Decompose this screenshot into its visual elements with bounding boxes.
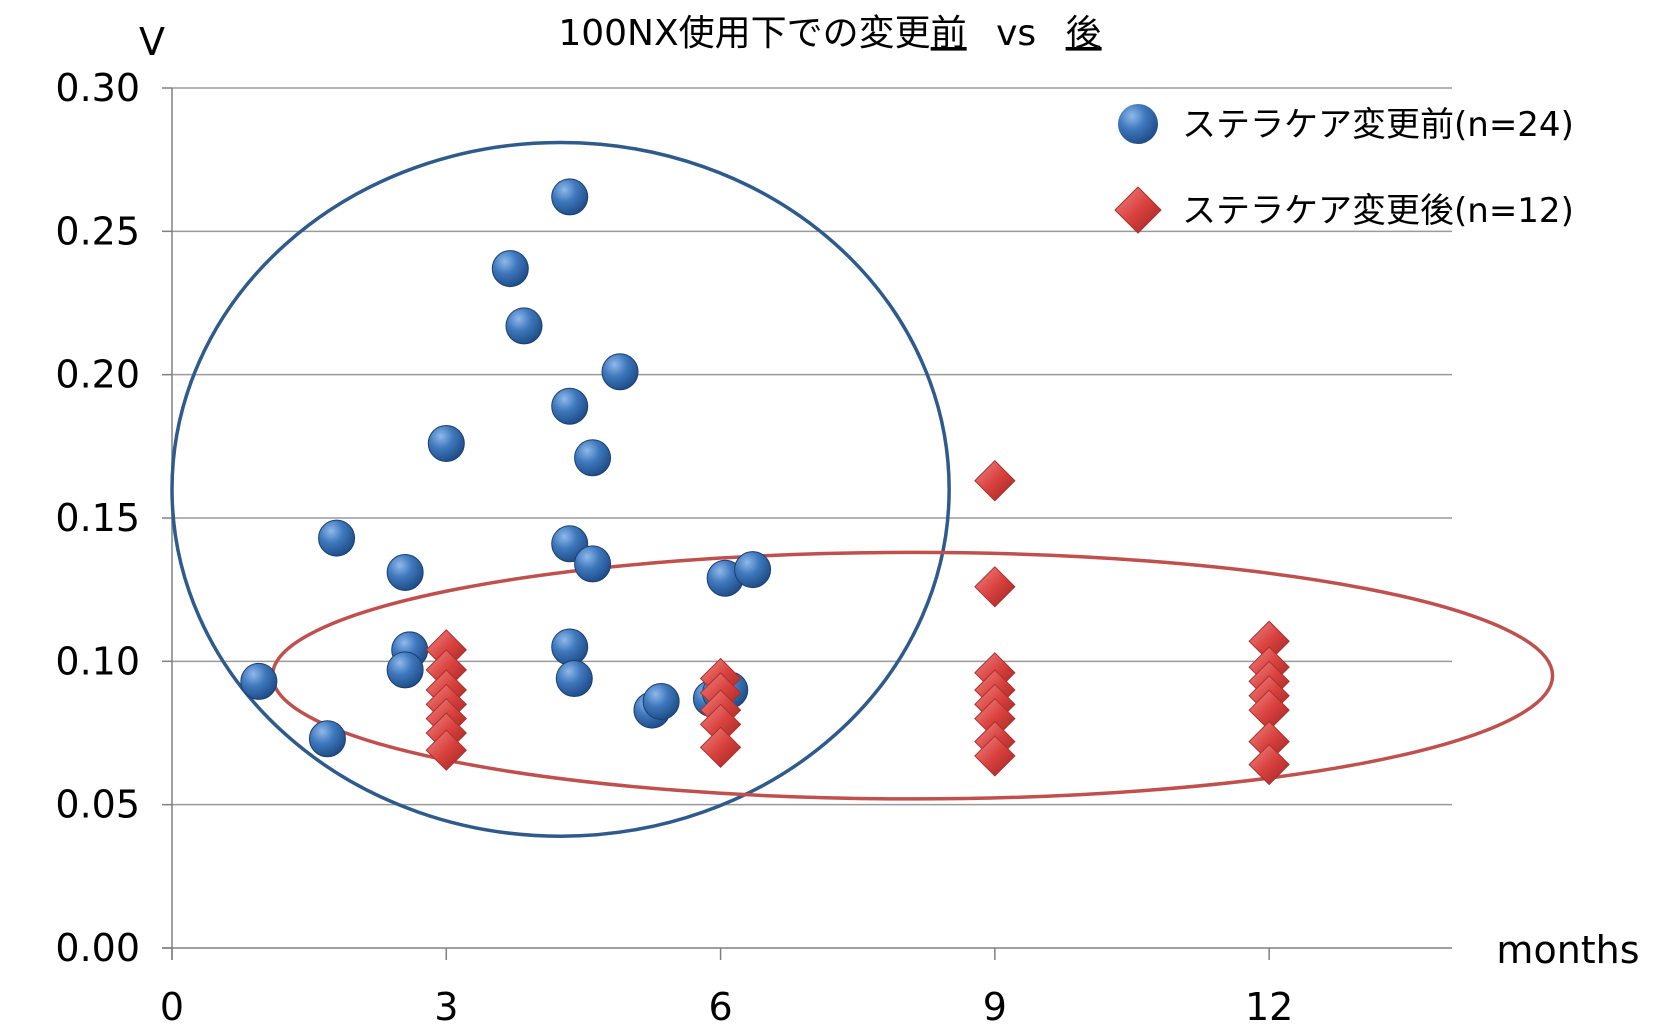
data-point-before: [642, 682, 680, 720]
data-point-before: [555, 660, 593, 698]
title-part: 100NX使用下での変更: [558, 13, 930, 54]
x-axis-ticks: 0 3 6 9 12: [160, 985, 1293, 1029]
data-point-after: [974, 460, 1016, 502]
y-tick-label: 0.10: [55, 639, 140, 683]
data-point-after: [699, 726, 742, 769]
legend-label-after: ステラケア変更後(n=12): [1182, 191, 1574, 231]
data-point-before: [318, 519, 356, 557]
data-point-before: [386, 553, 424, 591]
data-point-before: [240, 662, 278, 700]
legend-marker-diamond: [1114, 186, 1162, 234]
data-point-before: [551, 178, 589, 216]
annotation-ellipse: [270, 550, 1555, 801]
y-tick-label: 0.25: [55, 209, 140, 253]
chart-title: 100NX使用下での変更前 vs 後: [558, 13, 1101, 54]
y-tick-label: 0.00: [55, 926, 140, 970]
x-tick-label: 0: [160, 985, 184, 1029]
data-point-before: [308, 720, 346, 758]
title-part-underlined: 後: [1066, 13, 1102, 54]
data-point-before: [601, 353, 639, 391]
data-point-before: [505, 307, 543, 345]
gridlines: [172, 87, 1452, 806]
annotation-ellipses: [170, 140, 1555, 838]
data-point-after: [1248, 743, 1290, 786]
data-point-after: [974, 566, 1016, 608]
x-tick-label: 6: [708, 985, 732, 1029]
data-point-after: [425, 729, 467, 771]
axes: [162, 87, 1452, 960]
y-axis-title: V: [139, 20, 165, 64]
y-tick-label: 0.15: [55, 496, 140, 540]
data-points: [240, 178, 1290, 786]
data-point-before: [386, 651, 424, 689]
legend-label-before: ステラケア変更前(n=24): [1182, 105, 1574, 145]
title-part-underlined: 前: [931, 13, 967, 54]
data-point-before: [574, 439, 612, 477]
data-point-before: [551, 628, 589, 666]
x-axis-title: months: [1496, 928, 1639, 972]
title-part: vs: [985, 13, 1048, 54]
legend-marker-circle: [1118, 104, 1158, 144]
x-tick-label: 12: [1245, 985, 1293, 1029]
data-point-before: [734, 551, 772, 589]
data-point-before: [574, 545, 612, 583]
data-point-before: [491, 250, 529, 288]
annotation-ellipse: [170, 140, 951, 838]
data-point-before: [427, 424, 465, 462]
y-tick-label: 0.30: [55, 66, 140, 110]
y-tick-label: 0.20: [55, 353, 140, 397]
y-axis-ticks: 0.00 0.05 0.10 0.15 0.20 0.25 0.30: [55, 66, 140, 970]
x-tick-label: 3: [434, 985, 458, 1029]
x-tick-label: 9: [983, 985, 1007, 1029]
y-tick-label: 0.05: [55, 783, 140, 827]
data-point-before: [551, 387, 589, 425]
data-point-after: [974, 735, 1016, 777]
legend: ステラケア変更前(n=24) ステラケア変更後(n=12): [1114, 104, 1574, 234]
